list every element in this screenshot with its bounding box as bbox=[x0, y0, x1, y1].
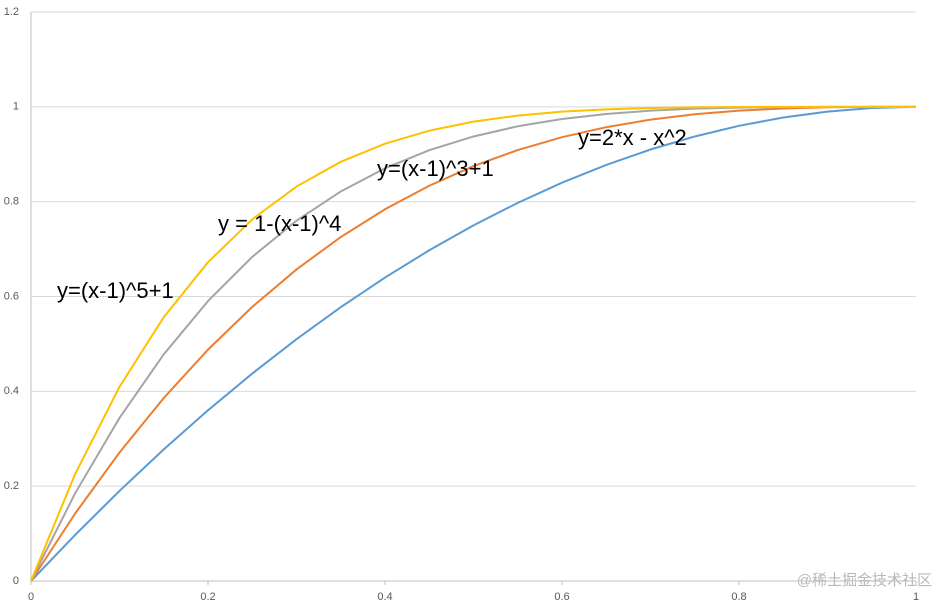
series-label: y=(x-1)^5+1 bbox=[57, 278, 174, 303]
x-tick-label: 0 bbox=[28, 591, 34, 603]
y-tick-label: 1.2 bbox=[4, 6, 19, 18]
x-tick-label: 0.4 bbox=[377, 591, 392, 603]
x-tick-label: 0.2 bbox=[200, 591, 215, 603]
x-tick-label: 0.8 bbox=[731, 591, 746, 603]
series-line bbox=[30, 105, 917, 582]
y-tick-label: 0.2 bbox=[4, 480, 19, 492]
y-tick-label: 0 bbox=[13, 575, 19, 587]
y-tick-label: 0.6 bbox=[4, 290, 19, 302]
x-tick-label: 1 bbox=[913, 591, 919, 603]
y-tick-label: 1 bbox=[13, 101, 19, 113]
series-label: y=2*x - x^2 bbox=[578, 125, 687, 150]
x-tick-label: 0.6 bbox=[554, 591, 569, 603]
y-tick-label: 0.8 bbox=[4, 196, 19, 208]
watermark: @稀土掘金技术社区 bbox=[797, 572, 932, 589]
y-tick-label: 0.4 bbox=[4, 385, 19, 397]
series-line bbox=[30, 105, 916, 582]
series-line bbox=[30, 105, 917, 582]
series-label: y = 1-(x-1)^4 bbox=[218, 211, 341, 236]
series-label: y=(x-1)^3+1 bbox=[377, 156, 494, 181]
